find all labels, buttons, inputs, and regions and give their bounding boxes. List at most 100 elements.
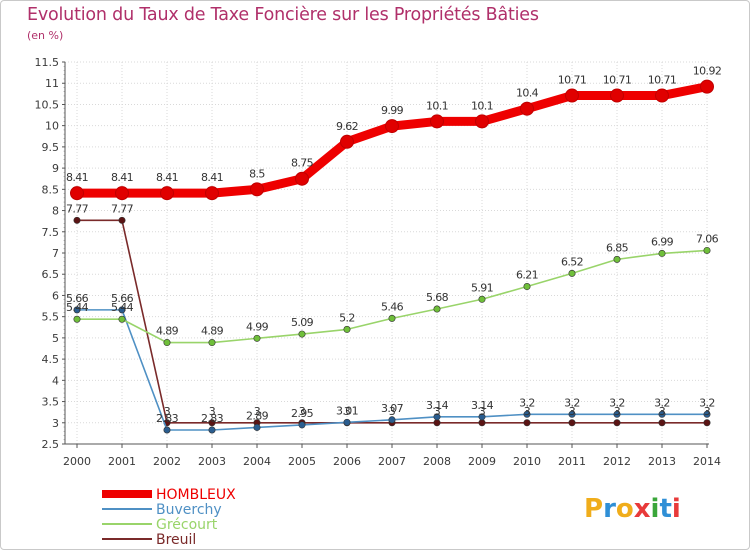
data-label-breuil: 3: [704, 405, 711, 418]
data-point-hombleux: [655, 88, 669, 103]
data-label-gr-court: 5.91: [471, 281, 493, 294]
data-label-breuil: 3: [254, 405, 261, 418]
y-tick-label: 11.5: [35, 56, 60, 69]
data-point-breuil: [568, 419, 576, 427]
data-point-gr-court: [703, 246, 711, 254]
data-point-hombleux: [385, 119, 399, 134]
data-label-gr-court: 5.68: [426, 291, 449, 304]
y-tick-label: 8: [52, 205, 59, 218]
brand-logo-text: Proxiti: [584, 494, 681, 524]
data-label-buverchy: 5.66: [66, 292, 89, 305]
data-point-gr-court: [523, 283, 531, 291]
data-label-breuil: 3: [434, 405, 441, 418]
y-tick-label: 7: [52, 247, 59, 260]
data-label-hombleux: 10.92: [693, 65, 722, 78]
data-point-buverchy: [73, 306, 81, 314]
data-label-hombleux: 8.41: [156, 171, 178, 184]
data-point-breuil: [613, 419, 621, 427]
data-label-gr-court: 6.21: [516, 269, 538, 282]
data-point-gr-court: [253, 334, 261, 342]
data-label-breuil: 3: [164, 405, 171, 418]
y-tick-label: 8.5: [42, 183, 60, 196]
data-label-gr-court: 4.89: [156, 325, 179, 338]
data-point-buverchy: [433, 413, 441, 421]
y-tick-label: 9.5: [42, 141, 60, 154]
data-point-buverchy: [613, 410, 621, 418]
data-point-buverchy: [478, 413, 486, 421]
data-label-breuil: 3: [569, 405, 576, 418]
data-label-hombleux: 10.1: [471, 99, 493, 112]
data-label-gr-court: 5.09: [291, 316, 314, 329]
y-tick-label: 6.5: [42, 268, 60, 281]
data-label-gr-court: 6.52: [561, 255, 583, 268]
data-point-buverchy: [118, 306, 126, 314]
data-point-gr-court: [208, 339, 216, 347]
axes: 2.5 3 3.5 4 4.5 5 5.5 6 6.5 7 7.5 8 8.5 9 9.5 10 10.5 11 1…: [35, 56, 722, 468]
data-label-buverchy: 2.83: [201, 412, 224, 425]
data-point-breuil: [658, 419, 666, 427]
data-point-gr-court: [433, 305, 441, 313]
data-label-hombleux: 9.62: [336, 120, 358, 133]
data-point-gr-court: [568, 269, 576, 277]
data-label-breuil: 3: [614, 405, 621, 418]
x-tick-label: 2003: [198, 455, 226, 468]
x-tick-label: 2010: [513, 455, 541, 468]
data-point-breuil: [523, 419, 531, 427]
data-labels: 7.77 7.77 3 3 3 3 3 3 3 3 3 3 3 3 3 5.66 5.66 2.83 2.83 2.8…: [66, 65, 722, 425]
y-tick-label: 11: [45, 77, 59, 90]
data-point-hombleux: [205, 186, 219, 201]
x-tick-label: 2013: [648, 455, 676, 468]
data-point-hombleux: [565, 88, 579, 103]
data-label-buverchy: 3.2: [609, 396, 625, 409]
data-point-buverchy: [568, 410, 576, 418]
x-tick-label: 2002: [153, 455, 181, 468]
data-label-gr-court: 4.89: [201, 325, 224, 338]
data-point-hombleux: [340, 134, 354, 149]
data-point-gr-court: [388, 314, 396, 322]
data-label-hombleux: 10.71: [558, 74, 587, 87]
data-label-gr-court: 6.99: [651, 235, 674, 248]
y-tick-label: 4: [52, 374, 59, 387]
y-tick-label: 5: [52, 332, 59, 345]
data-label-breuil: 3: [479, 405, 486, 418]
legend-label-hombleux: HOMBLEUX: [156, 487, 236, 503]
data-point-hombleux: [250, 182, 264, 197]
data-point-gr-court: [613, 255, 621, 263]
legend-label-gr-court: Grécourt: [156, 517, 218, 533]
data-point-hombleux: [295, 171, 309, 186]
data-point-buverchy: [523, 410, 531, 418]
data-point-hombleux: [610, 88, 624, 103]
x-tick-label: 2009: [468, 455, 496, 468]
data-point-hombleux: [70, 186, 84, 201]
x-tick-label: 2014: [693, 455, 721, 468]
data-label-buverchy: 3.2: [519, 396, 535, 409]
data-label-hombleux: 10.71: [603, 74, 632, 87]
data-label-buverchy: 3.2: [564, 396, 580, 409]
data-label-buverchy: 3.2: [699, 396, 715, 409]
data-label-buverchy: 2.89: [246, 409, 269, 422]
data-label-buverchy: 3.2: [654, 396, 670, 409]
x-tick-label: 2007: [378, 455, 406, 468]
data-label-gr-court: 6.85: [606, 241, 629, 254]
x-tick-label: 2000: [63, 455, 91, 468]
y-tick-label: 7.5: [42, 226, 60, 239]
data-point-hombleux: [430, 114, 444, 129]
data-point-gr-court: [343, 325, 351, 333]
data-label-hombleux: 10.4: [516, 87, 539, 100]
data-label-breuil: 7.77: [111, 202, 134, 215]
data-label-buverchy: 3.14: [471, 399, 494, 412]
y-tick-label: 3: [52, 417, 59, 430]
x-tick-label: 2006: [333, 455, 361, 468]
x-tick-label: 2005: [288, 455, 316, 468]
data-label-hombleux: 10.71: [648, 74, 677, 87]
data-label-breuil: 3: [659, 405, 666, 418]
data-point-gr-court: [658, 249, 666, 257]
data-point-buverchy: [658, 410, 666, 418]
y-tick-label: 9: [52, 162, 59, 175]
data-label-buverchy: 5.66: [111, 292, 134, 305]
data-point-hombleux: [520, 101, 534, 116]
data-point-gr-court: [73, 315, 81, 323]
